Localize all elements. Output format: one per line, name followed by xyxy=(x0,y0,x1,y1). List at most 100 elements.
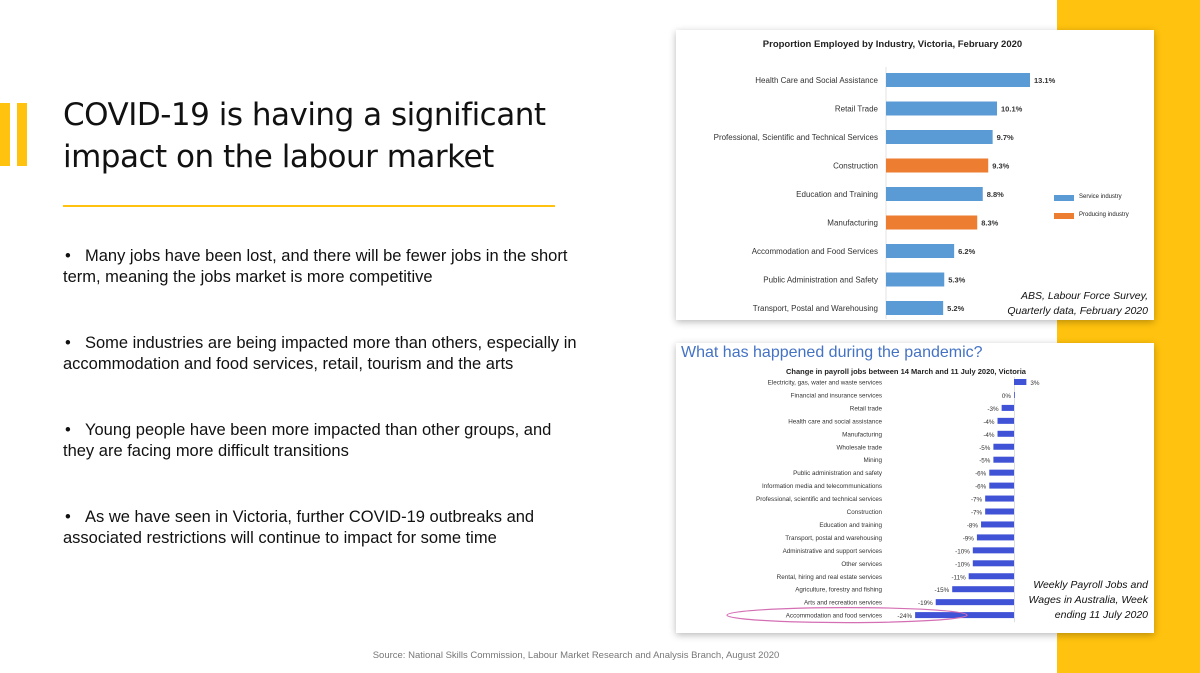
chart1-title: Proportion Employed by Industry, Victori… xyxy=(762,39,1023,50)
title-underline xyxy=(63,205,555,207)
chart2-source-line: Weekly Payroll Jobs and xyxy=(1033,579,1148,591)
chart2-source: Weekly Payroll Jobs and Wages in Austral… xyxy=(1028,578,1148,623)
legend-swatch-producing xyxy=(1054,213,1074,219)
chart1-value-label: 6.2% xyxy=(958,247,975,256)
chart2-value-label: -9% xyxy=(963,535,975,542)
chart2-highlight-ellipse xyxy=(726,607,968,624)
pandemic-heading: What has happened during the pandemic? xyxy=(681,344,983,361)
legend-label-producing: Producing industry xyxy=(1079,212,1129,218)
chart2-category-label: Information media and telecommunications xyxy=(762,483,882,490)
chart2-category-label: Health care and social assistance xyxy=(788,418,882,425)
chart2-value-label: -5% xyxy=(979,445,991,452)
chart2-bar xyxy=(972,560,1014,567)
chart1-category-label: Professional, Scientific and Technical S… xyxy=(714,133,878,142)
chart2-category-label: Wholesale trade xyxy=(836,444,882,451)
chart1-source-line: Quarterly data, February 2020 xyxy=(1007,305,1148,317)
chart2-title: Change in payroll jobs between 14 March … xyxy=(786,367,1026,376)
legend-swatch-service xyxy=(1054,195,1074,201)
bullet-item: • As we have seen in Victoria, further CO… xyxy=(63,507,583,549)
chart1-source-line: ABS, Labour Force Survey, xyxy=(1020,290,1148,302)
chart1-category-label: Transport, Postal and Warehousing xyxy=(753,304,878,313)
employment-share-chart: Health Care and Social Assistance 13.1% Re… xyxy=(714,67,1056,319)
chart1-bar xyxy=(886,215,978,230)
chart2-bar xyxy=(993,443,1014,450)
chart1-bar xyxy=(886,130,993,144)
chart2-value-label: -7% xyxy=(971,497,983,504)
chart2-category-label: Transport, postal and warehousing xyxy=(785,535,882,542)
chart1-category-label: Construction xyxy=(833,162,878,171)
chart2-bar xyxy=(1014,379,1027,385)
chart2-bar xyxy=(981,521,1014,528)
chart2-category-label: Rental, hiring and real estate services xyxy=(777,574,882,581)
chart2-bar xyxy=(915,612,1014,619)
chart2-value-label: 3% xyxy=(1030,380,1040,387)
chart1-category-label: Health Care and Social Assistance xyxy=(755,76,878,85)
title-accent-bar-2 xyxy=(17,103,27,166)
chart1-value-label: 9.3% xyxy=(992,162,1009,171)
chart2-value-label: -10% xyxy=(955,548,970,555)
bullet-text: Many jobs have been lost, and there will… xyxy=(63,247,568,286)
bullet-text: As we have seen in Victoria, further COV… xyxy=(63,508,535,547)
title-accent-bar-1 xyxy=(0,103,10,166)
chart2-value-label: -7% xyxy=(971,510,983,517)
chart2-bar xyxy=(997,430,1014,437)
chart1-value-label: 13.1% xyxy=(1034,76,1056,85)
payroll-change-chart-card: What has happened during the pandemic? C… xyxy=(676,343,1154,633)
chart2-value-label: -4% xyxy=(983,432,995,439)
slide-source: Source: National Skills Commission, Labo… xyxy=(372,650,780,661)
bullet-dot: • xyxy=(65,508,71,526)
chart2-bar xyxy=(968,573,1014,580)
chart1-source: ABS, Labour Force Survey, Quarterly data… xyxy=(1007,289,1148,319)
chart1-value-label: 8.3% xyxy=(981,219,998,228)
chart2-bar xyxy=(972,547,1014,554)
chart2-bar xyxy=(935,599,1014,606)
chart2-category-label: Retail trade xyxy=(850,405,883,412)
chart2-value-label: -15% xyxy=(934,587,949,594)
chart1-category-label: Accommodation and Food Services xyxy=(752,247,878,256)
slide-title: COVID-19 is having a significant impact … xyxy=(63,97,546,175)
bullet-item: • Many jobs have been lost, and there wil… xyxy=(63,246,583,288)
chart2-value-label: 0% xyxy=(1002,393,1012,400)
bullet-text: Young people have been more impacted tha… xyxy=(63,421,552,460)
chart2-value-label: -10% xyxy=(955,561,970,568)
chart2-value-label: -11% xyxy=(951,574,966,581)
chart2-category-label: Public administration and safety xyxy=(793,470,883,477)
employment-share-chart-card: Proportion Employed by Industry, Victori… xyxy=(676,30,1154,320)
chart2-bar xyxy=(985,495,1014,502)
chart2-value-label: -3% xyxy=(987,406,999,413)
chart2-bar xyxy=(985,508,1014,515)
chart2-category-label: Manufacturing xyxy=(842,431,882,438)
chart1-value-label: 8.8% xyxy=(987,190,1004,199)
bullet-dot: • xyxy=(65,334,71,352)
chart2-bar xyxy=(976,534,1014,541)
chart1-value-label: 5.3% xyxy=(948,276,965,285)
bullet-dot: • xyxy=(65,247,71,265)
chart2-category-label: Administrative and support services xyxy=(783,548,882,555)
chart1-bar xyxy=(886,244,955,258)
chart1-category-label: Public Administration and Safety xyxy=(763,276,878,285)
bullet-item: • Some industries are being impacted more… xyxy=(63,333,583,375)
chart2-category-label: Mining xyxy=(863,457,882,464)
chart2-category-label: Arts and recreation services xyxy=(804,600,882,607)
chart2-category-label: Education and training xyxy=(819,522,882,529)
chart2-bar xyxy=(989,482,1014,489)
chart2-value-label: -8% xyxy=(967,522,979,529)
chart2-category-label: Electricity, gas, water and waste servic… xyxy=(768,380,882,387)
chart1-bar xyxy=(886,73,1030,87)
bullet-dot: • xyxy=(65,421,71,439)
bullet-text: Some industries are being impacted more … xyxy=(63,334,577,373)
chart2-category-label: Professional, scientific and technical s… xyxy=(756,496,882,503)
chart1-category-label: Retail Trade xyxy=(835,105,879,114)
chart1-value-label: 10.1% xyxy=(1001,105,1023,114)
chart2-category-label: Financial and insurance services xyxy=(791,392,882,399)
chart2-value-label: -5% xyxy=(979,458,991,465)
chart2-bar xyxy=(989,469,1014,476)
chart1-bar xyxy=(886,187,983,201)
chart1-value-label: 9.7% xyxy=(997,133,1014,142)
chart2-value-label: -6% xyxy=(975,471,987,478)
chart2-source-line: Wages in Australia, Week xyxy=(1028,594,1148,606)
chart1-category-label: Education and Training xyxy=(796,190,878,199)
chart2-category-label: Accommodation and food services xyxy=(786,613,882,620)
bullet-item: • Young people have been more impacted th… xyxy=(63,420,583,462)
chart2-value-label: -24% xyxy=(897,613,912,620)
